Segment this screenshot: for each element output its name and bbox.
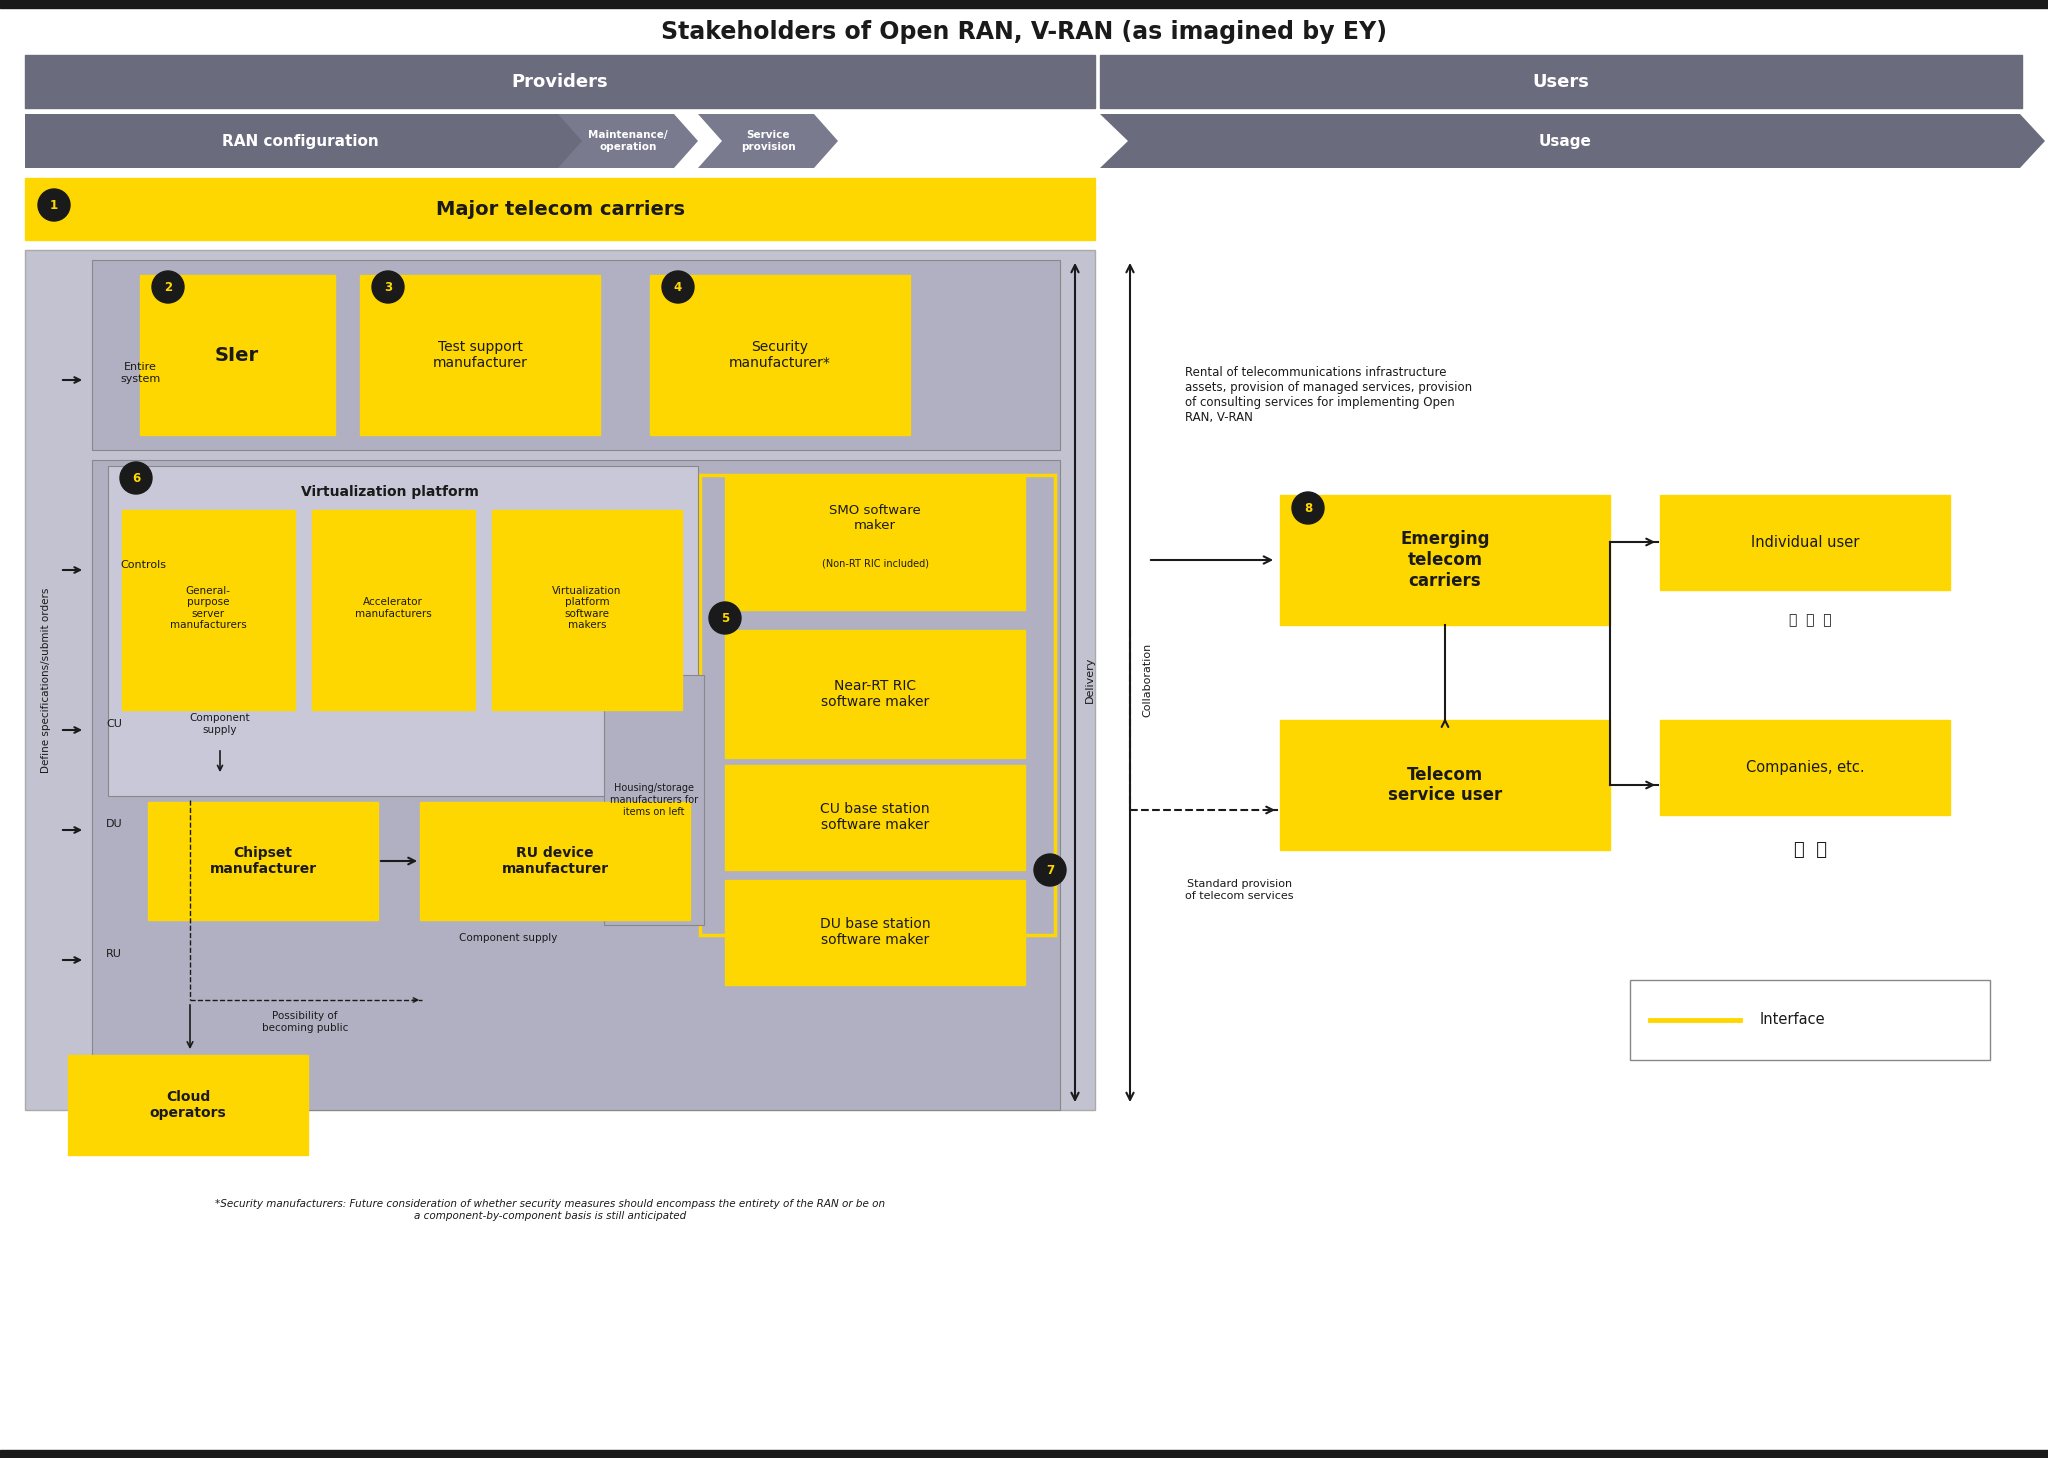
Text: (Non-RT RIC included): (Non-RT RIC included) [821, 558, 928, 569]
Text: Interface: Interface [1759, 1012, 1825, 1028]
Bar [1100, 55, 2021, 108]
Text: CU: CU [106, 719, 123, 729]
Text: Users: Users [1532, 73, 1589, 90]
Bar [1280, 496, 1610, 625]
Text: Security
manufacturer*: Security manufacturer* [729, 340, 831, 370]
Bar [147, 802, 379, 920]
Bar [360, 276, 600, 434]
Text: 4: 4 [674, 280, 682, 293]
Circle shape [709, 602, 741, 634]
Bar [725, 881, 1024, 986]
Bar [700, 475, 1055, 935]
Bar [1661, 496, 1950, 590]
Circle shape [1292, 491, 1323, 523]
Text: SIer: SIer [215, 346, 258, 364]
Bar [0, 1451, 2048, 1458]
Bar [25, 178, 1096, 241]
Text: Stakeholders of Open RAN, V-RAN (as imagined by EY): Stakeholders of Open RAN, V-RAN (as imag… [662, 20, 1386, 44]
Text: RU device
manufacturer: RU device manufacturer [502, 846, 608, 876]
Text: Component
supply: Component supply [190, 713, 250, 735]
Text: *Security manufacturers: Future consideration of whether security measures shoul: *Security manufacturers: Future consider… [215, 1198, 885, 1220]
Polygon shape [1100, 114, 2046, 168]
Bar [725, 765, 1024, 870]
Bar [92, 260, 1061, 451]
Text: Rental of telecommunications infrastructure
assets, provision of managed service: Rental of telecommunications infrastruct… [1186, 366, 1473, 424]
Text: Service
provision: Service provision [741, 130, 795, 152]
Bar [139, 276, 336, 434]
Text: Standard provision
of telecom services: Standard provision of telecom services [1186, 879, 1294, 901]
Bar [311, 510, 475, 710]
Bar [725, 630, 1024, 758]
Bar [649, 276, 909, 434]
Text: Possibility of
becoming public: Possibility of becoming public [262, 1012, 348, 1032]
Text: Near-RT RIC
software maker: Near-RT RIC software maker [821, 679, 930, 709]
Text: Virtualization platform: Virtualization platform [301, 486, 479, 499]
Text: Virtualization
platform
software
makers: Virtualization platform software makers [553, 586, 623, 630]
Polygon shape [698, 114, 838, 168]
Text: Usage: Usage [1538, 134, 1591, 149]
Text: Cloud
operators: Cloud operators [150, 1091, 227, 1120]
Text: DU: DU [106, 819, 123, 830]
Bar [604, 675, 705, 924]
Circle shape [1034, 854, 1067, 886]
Text: SMO software
maker: SMO software maker [829, 504, 922, 532]
Text: DU base station
software maker: DU base station software maker [819, 917, 930, 948]
Bar [420, 802, 690, 920]
Text: Housing/storage
manufacturers for
items on left: Housing/storage manufacturers for items … [610, 783, 698, 816]
Circle shape [373, 271, 403, 303]
Text: Emerging
telecom
carriers: Emerging telecom carriers [1401, 531, 1489, 590]
Bar [109, 467, 698, 796]
Text: Companies, etc.: Companies, etc. [1745, 760, 1864, 774]
Text: Accelerator
manufacturers: Accelerator manufacturers [354, 598, 432, 618]
Text: Individual user: Individual user [1751, 535, 1860, 550]
Circle shape [121, 462, 152, 494]
Polygon shape [25, 114, 588, 168]
Text: 3: 3 [383, 280, 391, 293]
Text: Entire
system: Entire system [121, 362, 160, 383]
Circle shape [662, 271, 694, 303]
Bar [1280, 720, 1610, 850]
Bar [25, 55, 1096, 108]
Text: Telecom
service user: Telecom service user [1389, 765, 1501, 805]
Bar [1630, 980, 1991, 1060]
Bar [725, 475, 1024, 609]
Text: Delivery: Delivery [1085, 656, 1096, 703]
Text: 6: 6 [131, 471, 139, 484]
Bar [1661, 720, 1950, 815]
Text: Define specifications/submit orders: Define specifications/submit orders [41, 588, 51, 773]
Text: 2: 2 [164, 280, 172, 293]
Text: Test support
manufacturer: Test support manufacturer [432, 340, 528, 370]
Text: Collaboration: Collaboration [1143, 643, 1151, 717]
Text: Providers: Providers [512, 73, 608, 90]
Text: RAN configuration: RAN configuration [221, 134, 379, 149]
Text: RU: RU [106, 949, 123, 959]
Bar [492, 510, 682, 710]
Bar [123, 510, 295, 710]
Bar [0, 0, 2048, 7]
Bar [92, 461, 1061, 1110]
Text: 7: 7 [1047, 863, 1055, 876]
Text: 🔧  🚁: 🔧 🚁 [1794, 841, 1827, 859]
Text: Component supply: Component supply [459, 933, 557, 943]
Text: Maintenance/
operation: Maintenance/ operation [588, 130, 668, 152]
Bar [68, 1056, 307, 1155]
Text: Major telecom carriers: Major telecom carriers [436, 200, 684, 219]
Text: 8: 8 [1305, 502, 1313, 515]
Polygon shape [557, 114, 698, 168]
Text: General-
purpose
server
manufacturers: General- purpose server manufacturers [170, 586, 246, 630]
Circle shape [39, 190, 70, 222]
Text: Chipset
manufacturer: Chipset manufacturer [209, 846, 317, 876]
Bar [25, 249, 1096, 1110]
Text: Controls: Controls [121, 560, 166, 570]
Circle shape [152, 271, 184, 303]
Text: 5: 5 [721, 611, 729, 624]
Text: 📱  👤  🚗: 📱 👤 🚗 [1788, 612, 1831, 627]
Text: 1: 1 [49, 198, 57, 211]
Text: CU base station
software maker: CU base station software maker [819, 802, 930, 833]
